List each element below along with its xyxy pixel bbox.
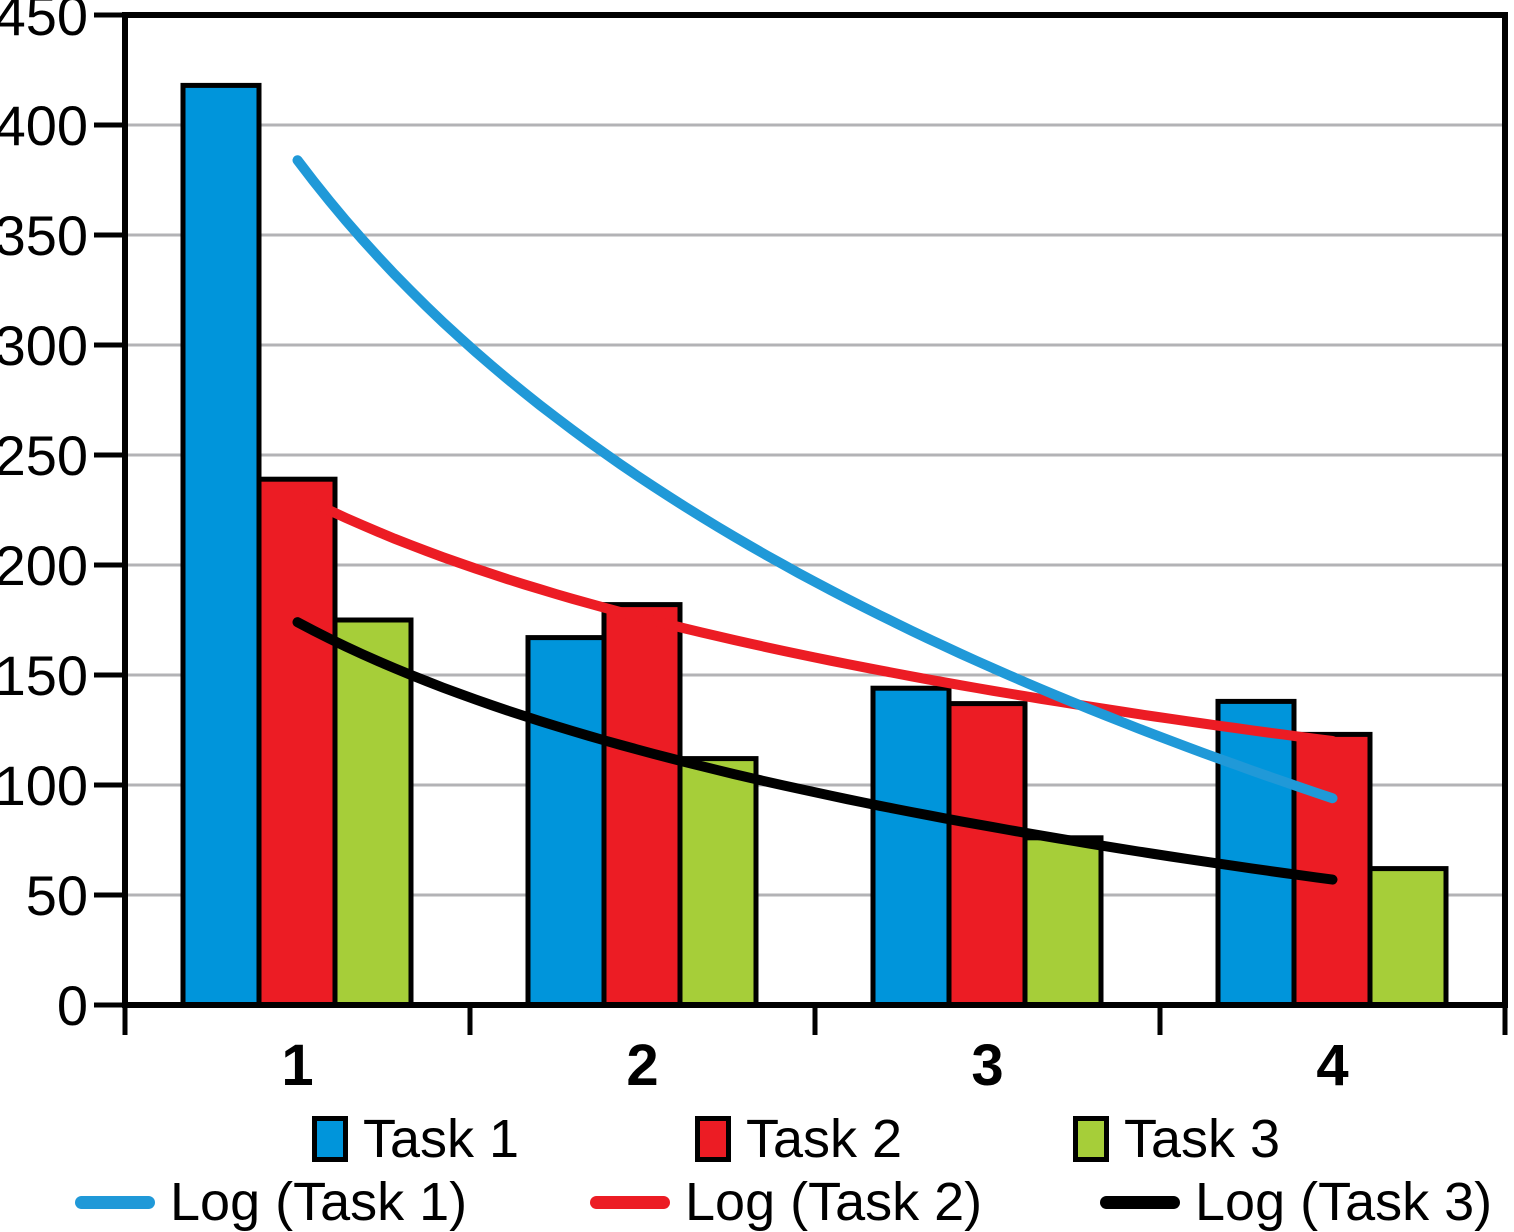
plot-border (122, 12, 1508, 1008)
legend-label-log-task2: Log (Task 2) (685, 1172, 983, 1232)
y-axis-label: 150 (0, 644, 88, 707)
bar-task3-cat4 (1367, 866, 1449, 1008)
legend-line-swatch-log-task2 (590, 1195, 670, 1209)
legend-label-task3: Task 3 (1124, 1109, 1281, 1169)
bar-task1-cat3 (870, 685, 952, 1008)
bar-task2-cat4 (1291, 731, 1373, 1008)
legend-item-task3: Task 3 (1073, 1111, 1280, 1167)
bar-task3-cat1 (332, 617, 414, 1008)
bar-task2-cat3 (946, 701, 1028, 1008)
y-axis-label: 0 (57, 974, 88, 1037)
legend-item-log-task2: Log (Task 2) (590, 1174, 982, 1230)
bar-task1-cat2 (525, 635, 607, 1008)
bar-task3-cat3 (1022, 835, 1104, 1008)
bar-task3-cat2 (677, 756, 759, 1008)
y-axis-label: 450 (0, 0, 88, 47)
bar-task2-cat2 (601, 602, 683, 1008)
legend-swatch-task2 (695, 1116, 731, 1162)
y-axis-label: 50 (26, 864, 88, 927)
trendline-log-task-3- (292, 617, 1338, 885)
legend-item-log-task1: Log (Task 1) (75, 1174, 467, 1230)
x-axis-label: 1 (281, 1033, 313, 1098)
legend-label-log-task3: Log (Task 3) (1195, 1172, 1493, 1232)
legend-label-log-task1: Log (Task 1) (170, 1172, 468, 1232)
legend-item-task2: Task 2 (695, 1111, 902, 1167)
trendline-log-task-1- (292, 155, 1338, 804)
y-axis-label: 400 (0, 94, 88, 157)
x-axis-label: 3 (971, 1033, 1003, 1098)
trendline-log-task-2- (292, 489, 1338, 746)
bar-task1-cat1 (180, 82, 262, 1008)
legend-swatch-task3 (1073, 1116, 1109, 1162)
y-axis-label: 100 (0, 754, 88, 817)
legend-item-task1: Task 1 (312, 1111, 519, 1167)
y-axis-label: 250 (0, 424, 88, 487)
legend-item-log-task3: Log (Task 3) (1100, 1174, 1492, 1230)
y-axis-label: 200 (0, 534, 88, 597)
x-axis-label: 4 (1316, 1033, 1348, 1098)
legend-swatch-task1 (312, 1116, 348, 1162)
legend-row-series: Task 1 Task 2 Task 3 (0, 1111, 1514, 1167)
y-axis-label: 350 (0, 204, 88, 267)
legend-label-task1: Task 1 (363, 1109, 520, 1169)
legend-label-task2: Task 2 (746, 1109, 903, 1169)
legend-line-swatch-log-task1 (75, 1195, 155, 1209)
legend-line-swatch-log-task3 (1100, 1195, 1180, 1209)
legend-row-trendlines: Log (Task 1) Log (Task 2) Log (Task 3) (0, 1174, 1514, 1230)
y-axis-label: 300 (0, 314, 88, 377)
x-axis-label: 2 (626, 1033, 658, 1098)
bar-task1-cat4 (1215, 698, 1297, 1008)
bar-task2-cat1 (256, 476, 338, 1008)
